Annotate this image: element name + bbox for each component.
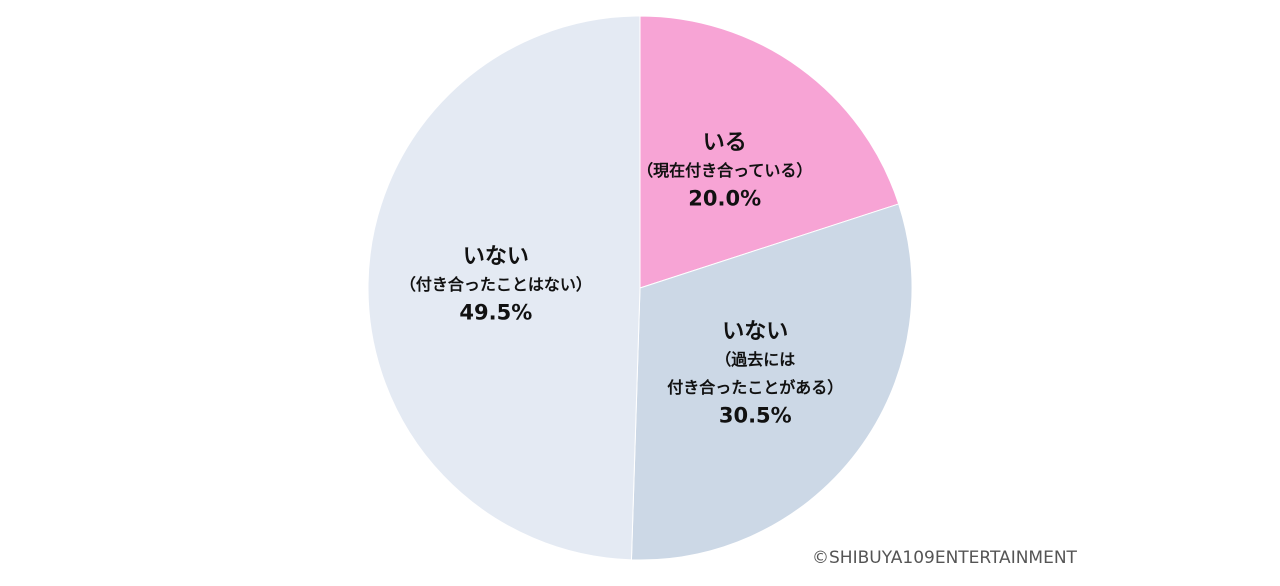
slice-note: （付き合ったことはない）	[400, 275, 592, 294]
value-label: 30.5%	[719, 404, 792, 428]
slice-label: いない	[722, 320, 788, 345]
slice-label: いない	[463, 245, 529, 270]
pie-slice	[630, 203, 913, 561]
slice-label: いる	[703, 130, 747, 155]
credit: ©SHIBUYA109ENTERTAINMENT	[812, 548, 1078, 568]
slice-note: 付き合ったことがある）	[667, 378, 843, 397]
pie-slice	[367, 15, 641, 561]
value-label: 20.0%	[688, 186, 761, 210]
pie-slice	[639, 15, 900, 289]
value-label: 49.5%	[459, 301, 532, 325]
slice-note: （現在付き合っている）	[637, 161, 812, 180]
slice-note: （過去には	[715, 350, 795, 369]
